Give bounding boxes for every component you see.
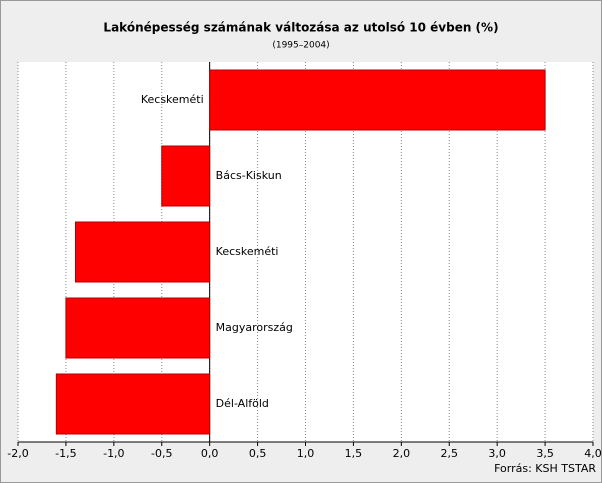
x-tick-label: -1,5 xyxy=(55,447,76,460)
x-tick-label: 4,0 xyxy=(584,447,602,460)
x-tick-label: 2,5 xyxy=(441,447,459,460)
x-tick-label: 3,0 xyxy=(488,447,506,460)
x-tick-label: 0,5 xyxy=(249,447,267,460)
x-tick-label: 3,5 xyxy=(536,447,554,460)
chart-subtitle: (1995–2004) xyxy=(272,41,329,51)
category-label: Kecskeméti xyxy=(216,245,279,258)
bar xyxy=(161,145,211,207)
x-tick-label: -0,5 xyxy=(151,447,172,460)
x-tick-label: -1,0 xyxy=(103,447,124,460)
bar xyxy=(55,373,211,435)
x-tick-label: 1,0 xyxy=(297,447,315,460)
bar xyxy=(65,297,211,359)
x-tick-label: 2,0 xyxy=(393,447,411,460)
x-tick-label: 0,0 xyxy=(201,447,219,460)
category-label: Kecskeméti xyxy=(141,93,204,106)
bar xyxy=(209,69,546,131)
bar xyxy=(75,221,211,283)
category-label: Bács-Kiskun xyxy=(216,169,282,182)
chart-title: Lakónépesség számának változása az utols… xyxy=(103,21,498,35)
x-tick-label: -2,0 xyxy=(7,447,28,460)
category-label: Magyarország xyxy=(216,321,293,334)
category-label: Dél-Alföld xyxy=(216,397,269,410)
x-tick-label: 1,5 xyxy=(345,447,363,460)
source: Forrás: KSH TSTAR xyxy=(494,462,596,475)
